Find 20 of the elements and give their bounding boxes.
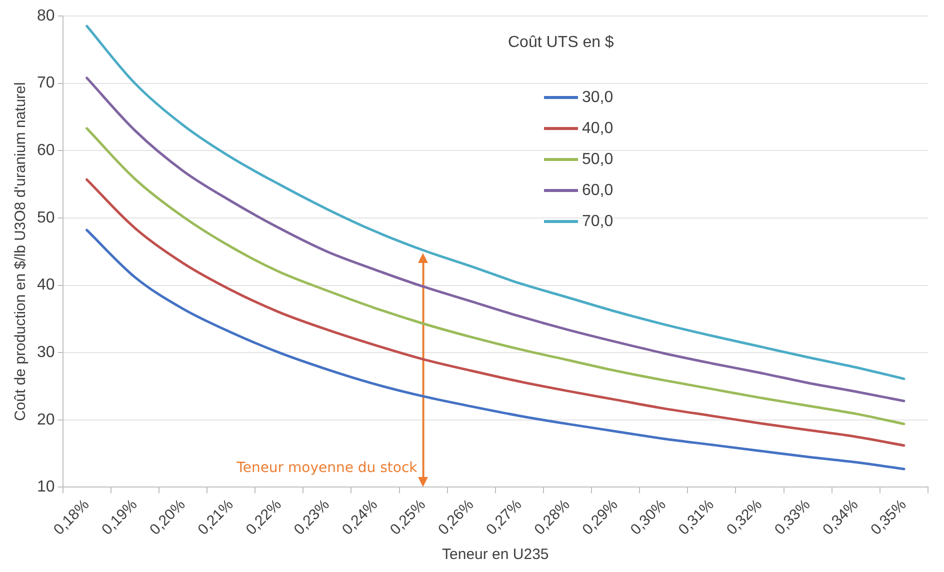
line-series: [86, 24, 906, 380]
y-tick-label: 30: [37, 344, 55, 361]
y-tick-label: 10: [37, 478, 55, 496]
legend-title: Coût UTS en $: [508, 34, 614, 52]
y-tick-label: 80: [37, 7, 55, 24]
legend-label: 40,0: [582, 120, 614, 138]
y-tick-label: 50: [37, 209, 55, 226]
y-tick-label: 60: [37, 142, 55, 160]
ref-line-label: Teneur moyenne du stock: [236, 460, 418, 476]
y-axis-title: Coût de production en $/lb U3O8 d'uranium naturel: [12, 82, 30, 422]
legend-label: 70,0: [582, 212, 614, 230]
legend-label: 30,0: [582, 88, 614, 106]
legend-label: 60,0: [582, 182, 614, 200]
y-tick-label: 40: [37, 276, 55, 294]
legend-label: 50,0: [582, 150, 614, 168]
line-series: [86, 178, 906, 447]
y-tick-label: 20: [37, 411, 55, 428]
y-tick-label: 70: [37, 74, 55, 92]
line-series: [86, 76, 906, 402]
x-axis-title: Teneur en U235: [442, 546, 549, 564]
